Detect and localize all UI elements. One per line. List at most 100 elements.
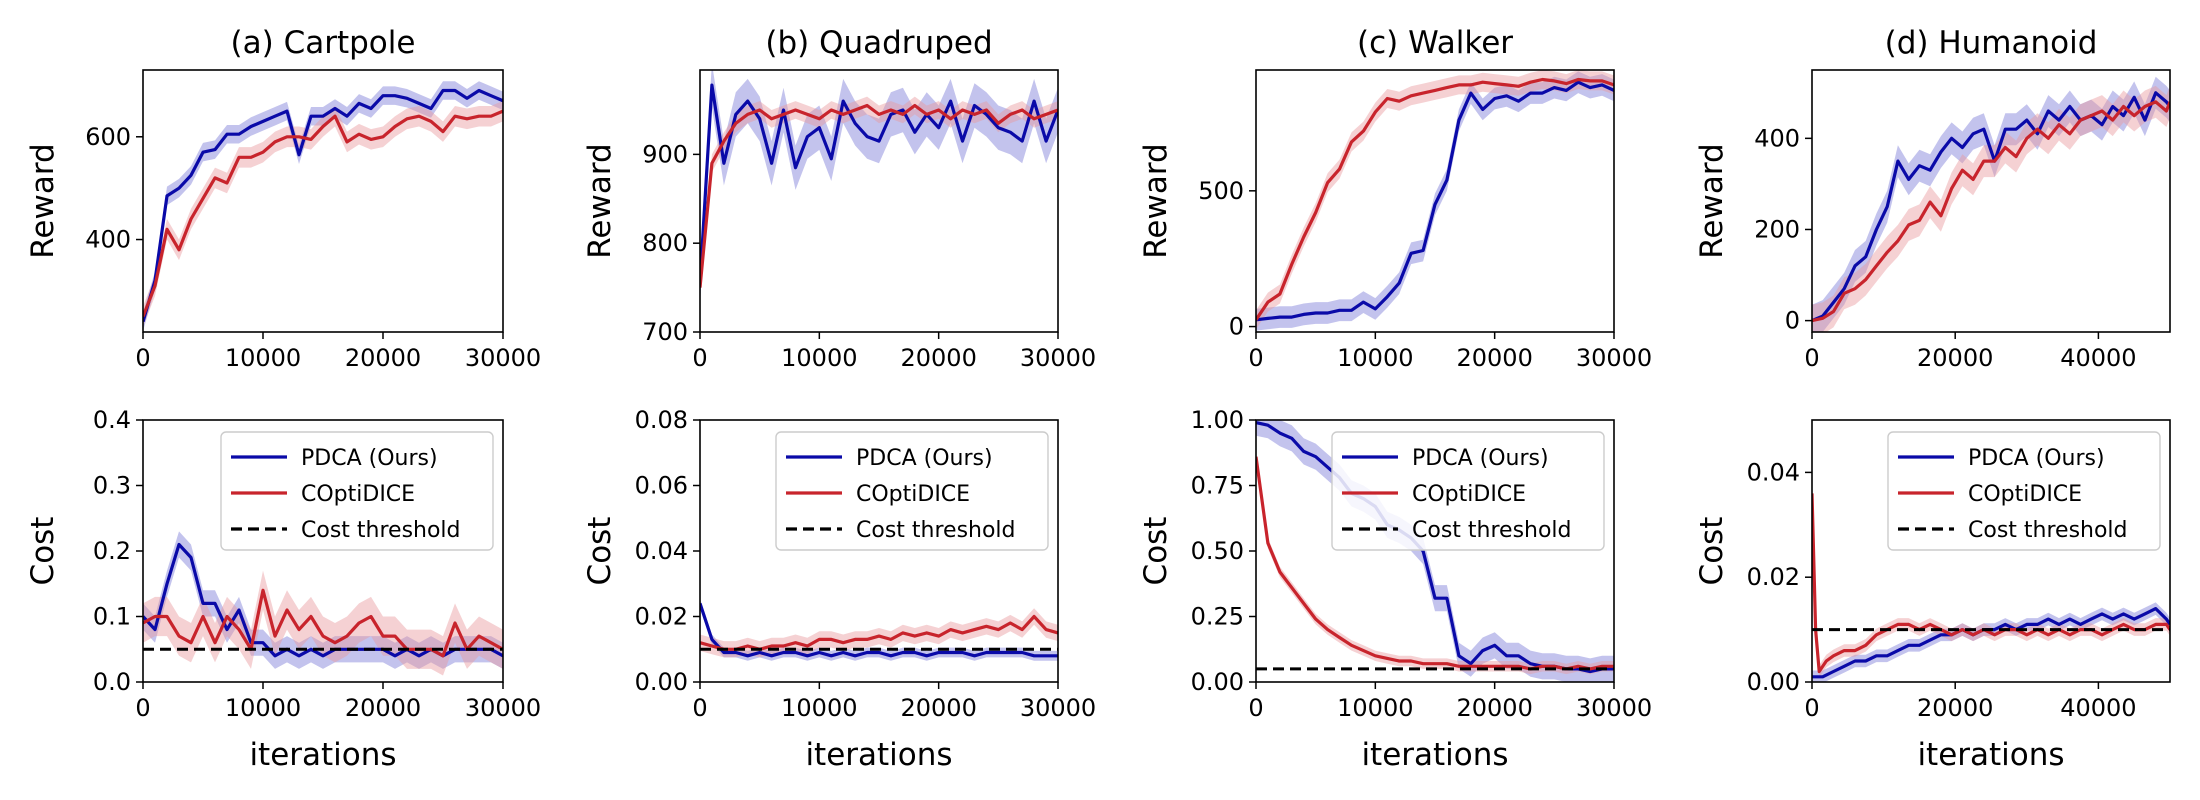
chart-walker-cost-line-coptidice xyxy=(1256,456,1614,671)
chart-cartpole-reward-xtick-label: 0 xyxy=(135,344,150,372)
chart-humanoid-cost-legend: PDCA (Ours) COptiDICE Cost threshold xyxy=(1887,431,2161,551)
chart-walker-cost-ytick-label: 1.00 xyxy=(1191,406,1244,434)
chart-cartpole-cost-xlabel: iterations xyxy=(249,737,396,773)
chart-cartpole-cost-legend-label-coptidice: COptiDICE xyxy=(301,482,415,507)
chart-humanoid-reward-line-coptidice xyxy=(1812,100,2170,323)
chart-cartpole-reward-ytick-label: 400 xyxy=(85,226,131,254)
chart-cartpole-cost-legend-label-pdca: PDCA (Ours) xyxy=(301,446,438,471)
chart-quadruped-cost-legend: PDCA (Ours) COptiDICE Cost threshold xyxy=(775,431,1049,551)
chart-quadruped-cost-ylabel: Cost xyxy=(582,517,618,586)
chart-cartpole-reward-xtick-label: 30000 xyxy=(465,344,541,372)
chart-quadruped-reward-title: (b) Quadruped xyxy=(765,25,992,61)
chart-humanoid-reward-band-coptidice xyxy=(1812,85,2170,332)
chart-cartpole-reward-xtick-label: 10000 xyxy=(225,344,301,372)
chart-humanoid-reward-frame xyxy=(1811,69,2171,333)
chart-cartpole-reward-line-coptidice xyxy=(143,109,503,318)
chart-walker-reward-xtick-label: 20000 xyxy=(1456,344,1532,372)
chart-humanoid-cost-frame xyxy=(1811,419,2171,683)
chart-walker-cost: 0 10000 20000 30000 0.00 0.25 0.50 0.75 1.00 Cost… xyxy=(1138,406,1652,773)
chart-cartpole-cost-xtick-label: 30000 xyxy=(465,694,541,722)
chart-quadruped-reward-band-pdca xyxy=(700,70,1058,306)
chart-cartpole-cost-legend-label-threshold: Cost threshold xyxy=(301,518,461,543)
chart-cartpole-cost-ytick-label: 0.2 xyxy=(93,537,131,565)
chart-quadruped-reward-xtick-label: 20000 xyxy=(900,344,976,372)
chart-quadruped-cost-legend-label-coptidice: COptiDICE xyxy=(856,482,970,507)
chart-humanoid-reward-band-pdca xyxy=(1812,76,2170,332)
chart-humanoid-cost-ytick-label: 0.04 xyxy=(1747,458,1800,486)
chart-humanoid-cost-band-pdca xyxy=(1812,602,2170,682)
chart-cartpole-reward-ylabel: Reward xyxy=(25,143,61,258)
chart-quadruped-reward-ytick-label: 800 xyxy=(642,229,688,257)
chart-quadruped-reward-line-coptidice xyxy=(700,103,1058,288)
chart-cartpole-cost-xtick-label: 20000 xyxy=(345,694,421,722)
chart-walker-cost-legend: PDCA (Ours) COptiDICE Cost threshold xyxy=(1331,431,1605,551)
chart-humanoid-cost-legend-label-threshold: Cost threshold xyxy=(1968,518,2128,543)
chart-cartpole-reward-band-coptidice xyxy=(143,100,503,327)
chart-cartpole-cost-legend: PDCA (Ours) COptiDICE Cost threshold xyxy=(220,431,494,551)
chart-quadruped-cost-xtick-label: 0 xyxy=(692,694,707,722)
chart-walker-cost-ytick-label: 0.50 xyxy=(1191,537,1244,565)
chart-cartpole-cost: 0 10000 20000 30000 0.0 0.1 0.2 0.3 0.4 Cost itera… xyxy=(25,406,541,773)
chart-walker-reward-plot-area xyxy=(1256,70,1614,331)
chart-humanoid-cost-plot-area xyxy=(1812,487,2170,682)
chart-quadruped-cost-legend-label-pdca: PDCA (Ours) xyxy=(856,446,993,471)
chart-humanoid-reward-ytick-label: 400 xyxy=(1754,124,1800,152)
chart-humanoid-reward-xtick-label: 0 xyxy=(1804,344,1819,372)
chart-walker-reward-line-pdca xyxy=(1256,80,1614,322)
chart-walker-reward-ytick-label: 500 xyxy=(1198,177,1244,205)
chart-walker-reward: 0 10000 20000 30000 0 500 (c) Walker Reward xyxy=(1138,25,1652,372)
chart-cartpole-reward-plot-area xyxy=(143,81,503,331)
chart-cartpole-reward-title: (a) Cartpole xyxy=(231,25,416,61)
chart-humanoid-reward-plot-area xyxy=(1812,76,2170,332)
chart-humanoid-cost: 0 20000 40000 0.00 0.02 0.04 Cost iterations PDC… xyxy=(1694,419,2171,773)
chart-humanoid-cost-xtick-label: 20000 xyxy=(1917,694,1993,722)
chart-humanoid-cost-line-pdca xyxy=(1812,606,2170,679)
chart-walker-cost-ylabel: Cost xyxy=(1138,517,1174,586)
chart-cartpole-cost-xtick-label: 0 xyxy=(135,694,150,722)
chart-cartpole-cost-line-coptidice xyxy=(143,588,503,658)
chart-humanoid-reward-ytick-label: 0 xyxy=(1785,307,1800,335)
chart-cartpole-cost-ytick-label: 0.3 xyxy=(93,472,131,500)
chart-cartpole-reward-xtick-label: 20000 xyxy=(345,344,421,372)
chart-quadruped-reward-plot-area xyxy=(700,70,1058,306)
chart-humanoid-reward-xtick-label: 40000 xyxy=(2060,344,2136,372)
chart-quadruped-reward-xtick-label: 0 xyxy=(692,344,707,372)
chart-humanoid-reward-ylabel: Reward xyxy=(1694,143,1730,258)
chart-humanoid-reward-ytick-label: 200 xyxy=(1754,215,1800,243)
chart-walker-reward-xtick-label: 30000 xyxy=(1576,344,1652,372)
chart-walker-reward-frame xyxy=(1255,69,1615,333)
chart-cartpole-cost-plot-area xyxy=(143,531,503,676)
chart-cartpole-reward-ytick-label: 600 xyxy=(85,123,131,151)
chart-walker-cost-ytick-label: 0.25 xyxy=(1191,603,1244,631)
chart-quadruped-reward-frame xyxy=(699,69,1059,333)
chart-walker-cost-legend-label-coptidice: COptiDICE xyxy=(1412,482,1526,507)
chart-walker-reward-ytick-label: 0 xyxy=(1229,313,1244,341)
chart-quadruped-cost: 0 10000 20000 30000 0.00 0.02 0.04 0.06 0.08 Cost… xyxy=(582,406,1096,773)
chart-walker-cost-legend-box xyxy=(1331,431,1605,551)
chart-humanoid-cost-ytick-label: 0.00 xyxy=(1747,668,1800,696)
chart-quadruped-cost-line-pdca xyxy=(700,602,1058,658)
chart-humanoid-cost-xtick-label: 40000 xyxy=(2060,694,2136,722)
chart-quadruped-cost-ytick-label: 0.04 xyxy=(635,537,688,565)
chart-quadruped-reward-line-pdca xyxy=(700,83,1058,284)
chart-walker-cost-legend-label-pdca: PDCA (Ours) xyxy=(1412,446,1549,471)
chart-cartpole-cost-ytick-label: 0.0 xyxy=(93,668,131,696)
chart-cartpole-reward-line-pdca xyxy=(143,88,503,323)
chart-walker-reward-ylabel: Reward xyxy=(1138,143,1174,258)
chart-humanoid-cost-legend-box xyxy=(1887,431,2161,551)
chart-humanoid-cost-legend-label-coptidice: COptiDICE xyxy=(1968,482,2082,507)
chart-quadruped-cost-ytick-label: 0.00 xyxy=(635,668,688,696)
chart-quadruped-cost-xtick-label: 30000 xyxy=(1020,694,1096,722)
chart-walker-cost-xtick-label: 0 xyxy=(1248,694,1263,722)
chart-humanoid-cost-ytick-label: 0.02 xyxy=(1747,563,1800,591)
chart-cartpole-reward-frame xyxy=(142,69,504,333)
chart-walker-cost-ytick-label: 0.75 xyxy=(1191,472,1244,500)
chart-walker-reward-title: (c) Walker xyxy=(1357,25,1513,61)
chart-quadruped-cost-legend-box xyxy=(775,431,1049,551)
chart-quadruped-reward-ytick-label: 700 xyxy=(642,318,688,346)
chart-humanoid-cost-xtick-label: 0 xyxy=(1804,694,1819,722)
chart-walker-cost-xtick-label: 20000 xyxy=(1456,694,1532,722)
chart-walker-reward-xtick-label: 0 xyxy=(1248,344,1263,372)
chart-walker-reward-xtick-label: 10000 xyxy=(1337,344,1413,372)
